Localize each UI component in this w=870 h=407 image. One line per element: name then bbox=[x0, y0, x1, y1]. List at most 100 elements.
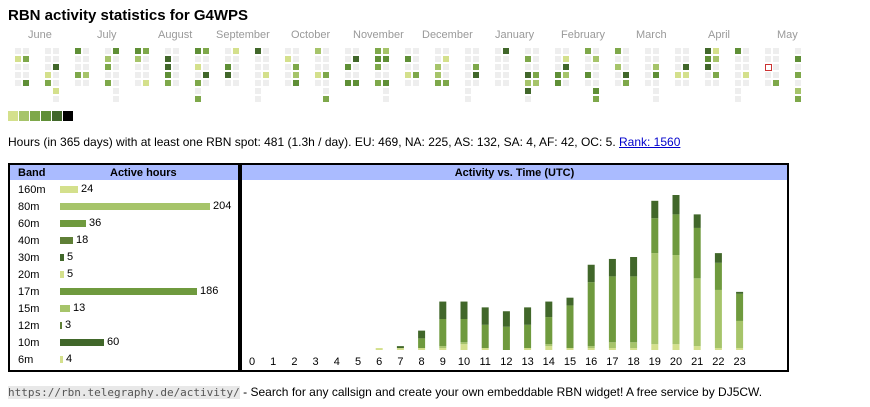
heatmap-cell bbox=[623, 80, 629, 86]
band-name: 80m bbox=[18, 201, 40, 213]
activity-bar-segment bbox=[460, 301, 468, 319]
heatmap-cell bbox=[165, 56, 171, 62]
heatmap-cell bbox=[713, 80, 719, 86]
heatmap-cell bbox=[735, 56, 741, 62]
hour-tick-label: 8 bbox=[419, 356, 425, 368]
heatmap-cell bbox=[525, 72, 531, 78]
heatmap-cell bbox=[713, 48, 719, 54]
heatmap-cell bbox=[173, 72, 179, 78]
activity-bar-segment bbox=[524, 348, 532, 350]
heatmap-cell bbox=[593, 48, 599, 54]
heatmap-cell bbox=[383, 88, 389, 94]
hour-tick-label: 10 bbox=[458, 356, 470, 368]
heatmap-cell bbox=[593, 64, 599, 70]
heatmap-cell bbox=[713, 64, 719, 70]
heatmap-cell bbox=[795, 96, 801, 102]
heatmap-cell bbox=[195, 96, 201, 102]
rank-link[interactable]: Rank: 1560 bbox=[619, 135, 681, 149]
activity-bar-segment bbox=[630, 257, 638, 277]
heatmap-cell bbox=[765, 80, 771, 86]
heatmap-cell bbox=[75, 80, 81, 86]
heatmap-cell bbox=[203, 56, 209, 62]
heatmap-cell bbox=[53, 80, 59, 86]
heatmap-cell bbox=[473, 56, 479, 62]
activity-bar-segment bbox=[524, 324, 532, 349]
activity-bar-segment bbox=[502, 326, 510, 350]
band-row: 15m 13 bbox=[10, 301, 238, 318]
activity-bar-segment bbox=[608, 342, 616, 349]
heatmap-cell bbox=[645, 72, 651, 78]
heatmap-cell bbox=[705, 80, 711, 86]
activity-bar-segment bbox=[545, 317, 553, 345]
hour-tick-label: 5 bbox=[355, 356, 361, 368]
activity-bar-segment bbox=[481, 324, 489, 349]
hour-tick-label: 9 bbox=[440, 356, 446, 368]
hour-tick-label: 13 bbox=[521, 356, 533, 368]
month-label: January bbox=[495, 29, 535, 41]
heatmap-cell bbox=[555, 64, 561, 70]
band-name: 160m bbox=[18, 184, 46, 196]
activity-bar-segment bbox=[566, 297, 574, 306]
heatmap-cell bbox=[45, 80, 51, 86]
heatmap-cell bbox=[323, 64, 329, 70]
heatmap-cell bbox=[83, 80, 89, 86]
heatmap-cell bbox=[263, 48, 269, 54]
activity-bar-segment bbox=[545, 346, 553, 350]
month-label: July bbox=[97, 29, 117, 41]
hour-tick-label: 22 bbox=[712, 356, 724, 368]
heatmap-cell bbox=[233, 72, 239, 78]
heatmap-cell bbox=[255, 88, 261, 94]
heatmap-cell bbox=[473, 72, 479, 78]
heatmap-cell bbox=[623, 56, 629, 62]
band-hours-value: 24 bbox=[81, 183, 94, 195]
heatmap-cell bbox=[465, 96, 471, 102]
heatmap-cell bbox=[323, 72, 329, 78]
heatmap-cell bbox=[743, 80, 749, 86]
activity-bar-segment bbox=[608, 276, 616, 343]
heatmap-cell bbox=[645, 56, 651, 62]
heatmap-cell bbox=[293, 80, 299, 86]
heatmap-cell bbox=[53, 56, 59, 62]
heatmap-cell bbox=[563, 72, 569, 78]
activity-bar-segment bbox=[630, 342, 638, 349]
band-row: 10m 60 bbox=[10, 335, 238, 352]
heatmap-cell bbox=[233, 48, 239, 54]
legend-swatch bbox=[8, 111, 18, 121]
activity-bar-segment bbox=[672, 344, 680, 350]
heatmap-cell bbox=[255, 64, 261, 70]
heatmap-cell bbox=[533, 72, 539, 78]
heatmap-cell bbox=[495, 80, 501, 86]
heatmap-cell bbox=[495, 48, 501, 54]
heatmap-cell bbox=[263, 64, 269, 70]
activity-bar-segment bbox=[630, 348, 638, 350]
heatmap-cell bbox=[285, 72, 291, 78]
heatmap-cell bbox=[533, 48, 539, 54]
heatmap-cell bbox=[405, 56, 411, 62]
band-bar bbox=[60, 254, 64, 261]
heatmap-cell bbox=[645, 80, 651, 86]
heatmap-cell bbox=[593, 96, 599, 102]
footer-url[interactable]: https://rbn.telegraphy.de/activity/ bbox=[8, 386, 240, 399]
heatmap-cell bbox=[375, 72, 381, 78]
heatmap-cell bbox=[563, 64, 569, 70]
heatmap-cell bbox=[675, 56, 681, 62]
heatmap-cell bbox=[383, 96, 389, 102]
heatmap-cell bbox=[525, 96, 531, 102]
heatmap-cell bbox=[255, 56, 261, 62]
heatmap-cell bbox=[435, 56, 441, 62]
month-label: December bbox=[422, 29, 473, 41]
heatmap-cell bbox=[585, 80, 591, 86]
heatmap-cell bbox=[503, 80, 509, 86]
heatmap-cell bbox=[383, 56, 389, 62]
heatmap-cell bbox=[255, 80, 261, 86]
heatmap-cell bbox=[113, 56, 119, 62]
heatmap-cell bbox=[195, 88, 201, 94]
activity-bar-segment bbox=[439, 319, 447, 347]
heatmap-cell bbox=[195, 72, 201, 78]
activity-bar-segment bbox=[651, 200, 659, 219]
activity-bar-segment bbox=[545, 301, 553, 318]
heatmap-cell bbox=[435, 48, 441, 54]
band-hours-value: 4 bbox=[66, 353, 73, 365]
heatmap-cell bbox=[383, 64, 389, 70]
heatmap-cell bbox=[525, 48, 531, 54]
